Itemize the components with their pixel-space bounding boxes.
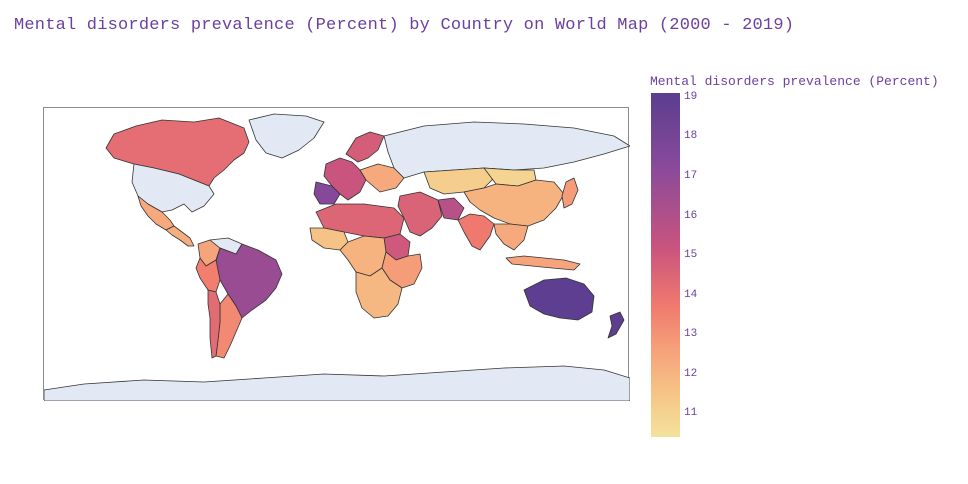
region-australia[interactable]	[523, 277, 595, 321]
colorbar-tick: 16	[684, 209, 698, 222]
region-iran[interactable]	[437, 197, 465, 221]
colorbar-ticks: 19 18 17 16 15 14 13 12 11	[684, 90, 724, 437]
colorbar	[651, 93, 680, 437]
region-japan[interactable]	[561, 177, 579, 209]
region-southeast-asia[interactable]	[493, 223, 529, 251]
colorbar-tick: 18	[684, 130, 698, 143]
region-western-europe[interactable]	[323, 157, 367, 201]
region-central-america[interactable]	[165, 225, 195, 247]
region-china[interactable]	[463, 179, 565, 227]
region-antarctica[interactable]	[44, 365, 630, 401]
region-middle-east[interactable]	[397, 191, 443, 237]
region-new-zealand[interactable]	[607, 311, 625, 339]
map-frame	[43, 107, 630, 401]
region-russia[interactable]	[383, 121, 630, 179]
colorbar-tick: 15	[684, 249, 698, 262]
region-eastern-europe[interactable]	[359, 163, 405, 193]
colorbar-tick: 11	[684, 407, 698, 420]
region-chile[interactable]	[207, 289, 221, 359]
region-west-africa[interactable]	[309, 227, 349, 251]
colorbar-tick: 19	[684, 90, 698, 103]
region-east-africa[interactable]	[381, 251, 423, 289]
region-spain[interactable]	[313, 181, 341, 205]
colorbar-tick: 17	[684, 170, 698, 183]
region-southern-africa[interactable]	[355, 267, 403, 319]
colorbar-tick: 12	[684, 367, 698, 380]
region-scandinavia[interactable]	[345, 131, 385, 163]
colorbar-tick: 14	[684, 288, 698, 301]
world-map[interactable]	[44, 108, 630, 401]
region-brazil[interactable]	[213, 243, 283, 319]
colorbar-tick: 13	[684, 328, 698, 341]
chart-title: Mental disorders prevalence (Percent) by…	[14, 16, 795, 35]
region-greenland[interactable]	[248, 113, 325, 159]
colorbar-title: Mental disorders prevalence (Percent)	[650, 74, 939, 89]
region-indonesia[interactable]	[505, 255, 581, 271]
region-india[interactable]	[457, 213, 495, 251]
